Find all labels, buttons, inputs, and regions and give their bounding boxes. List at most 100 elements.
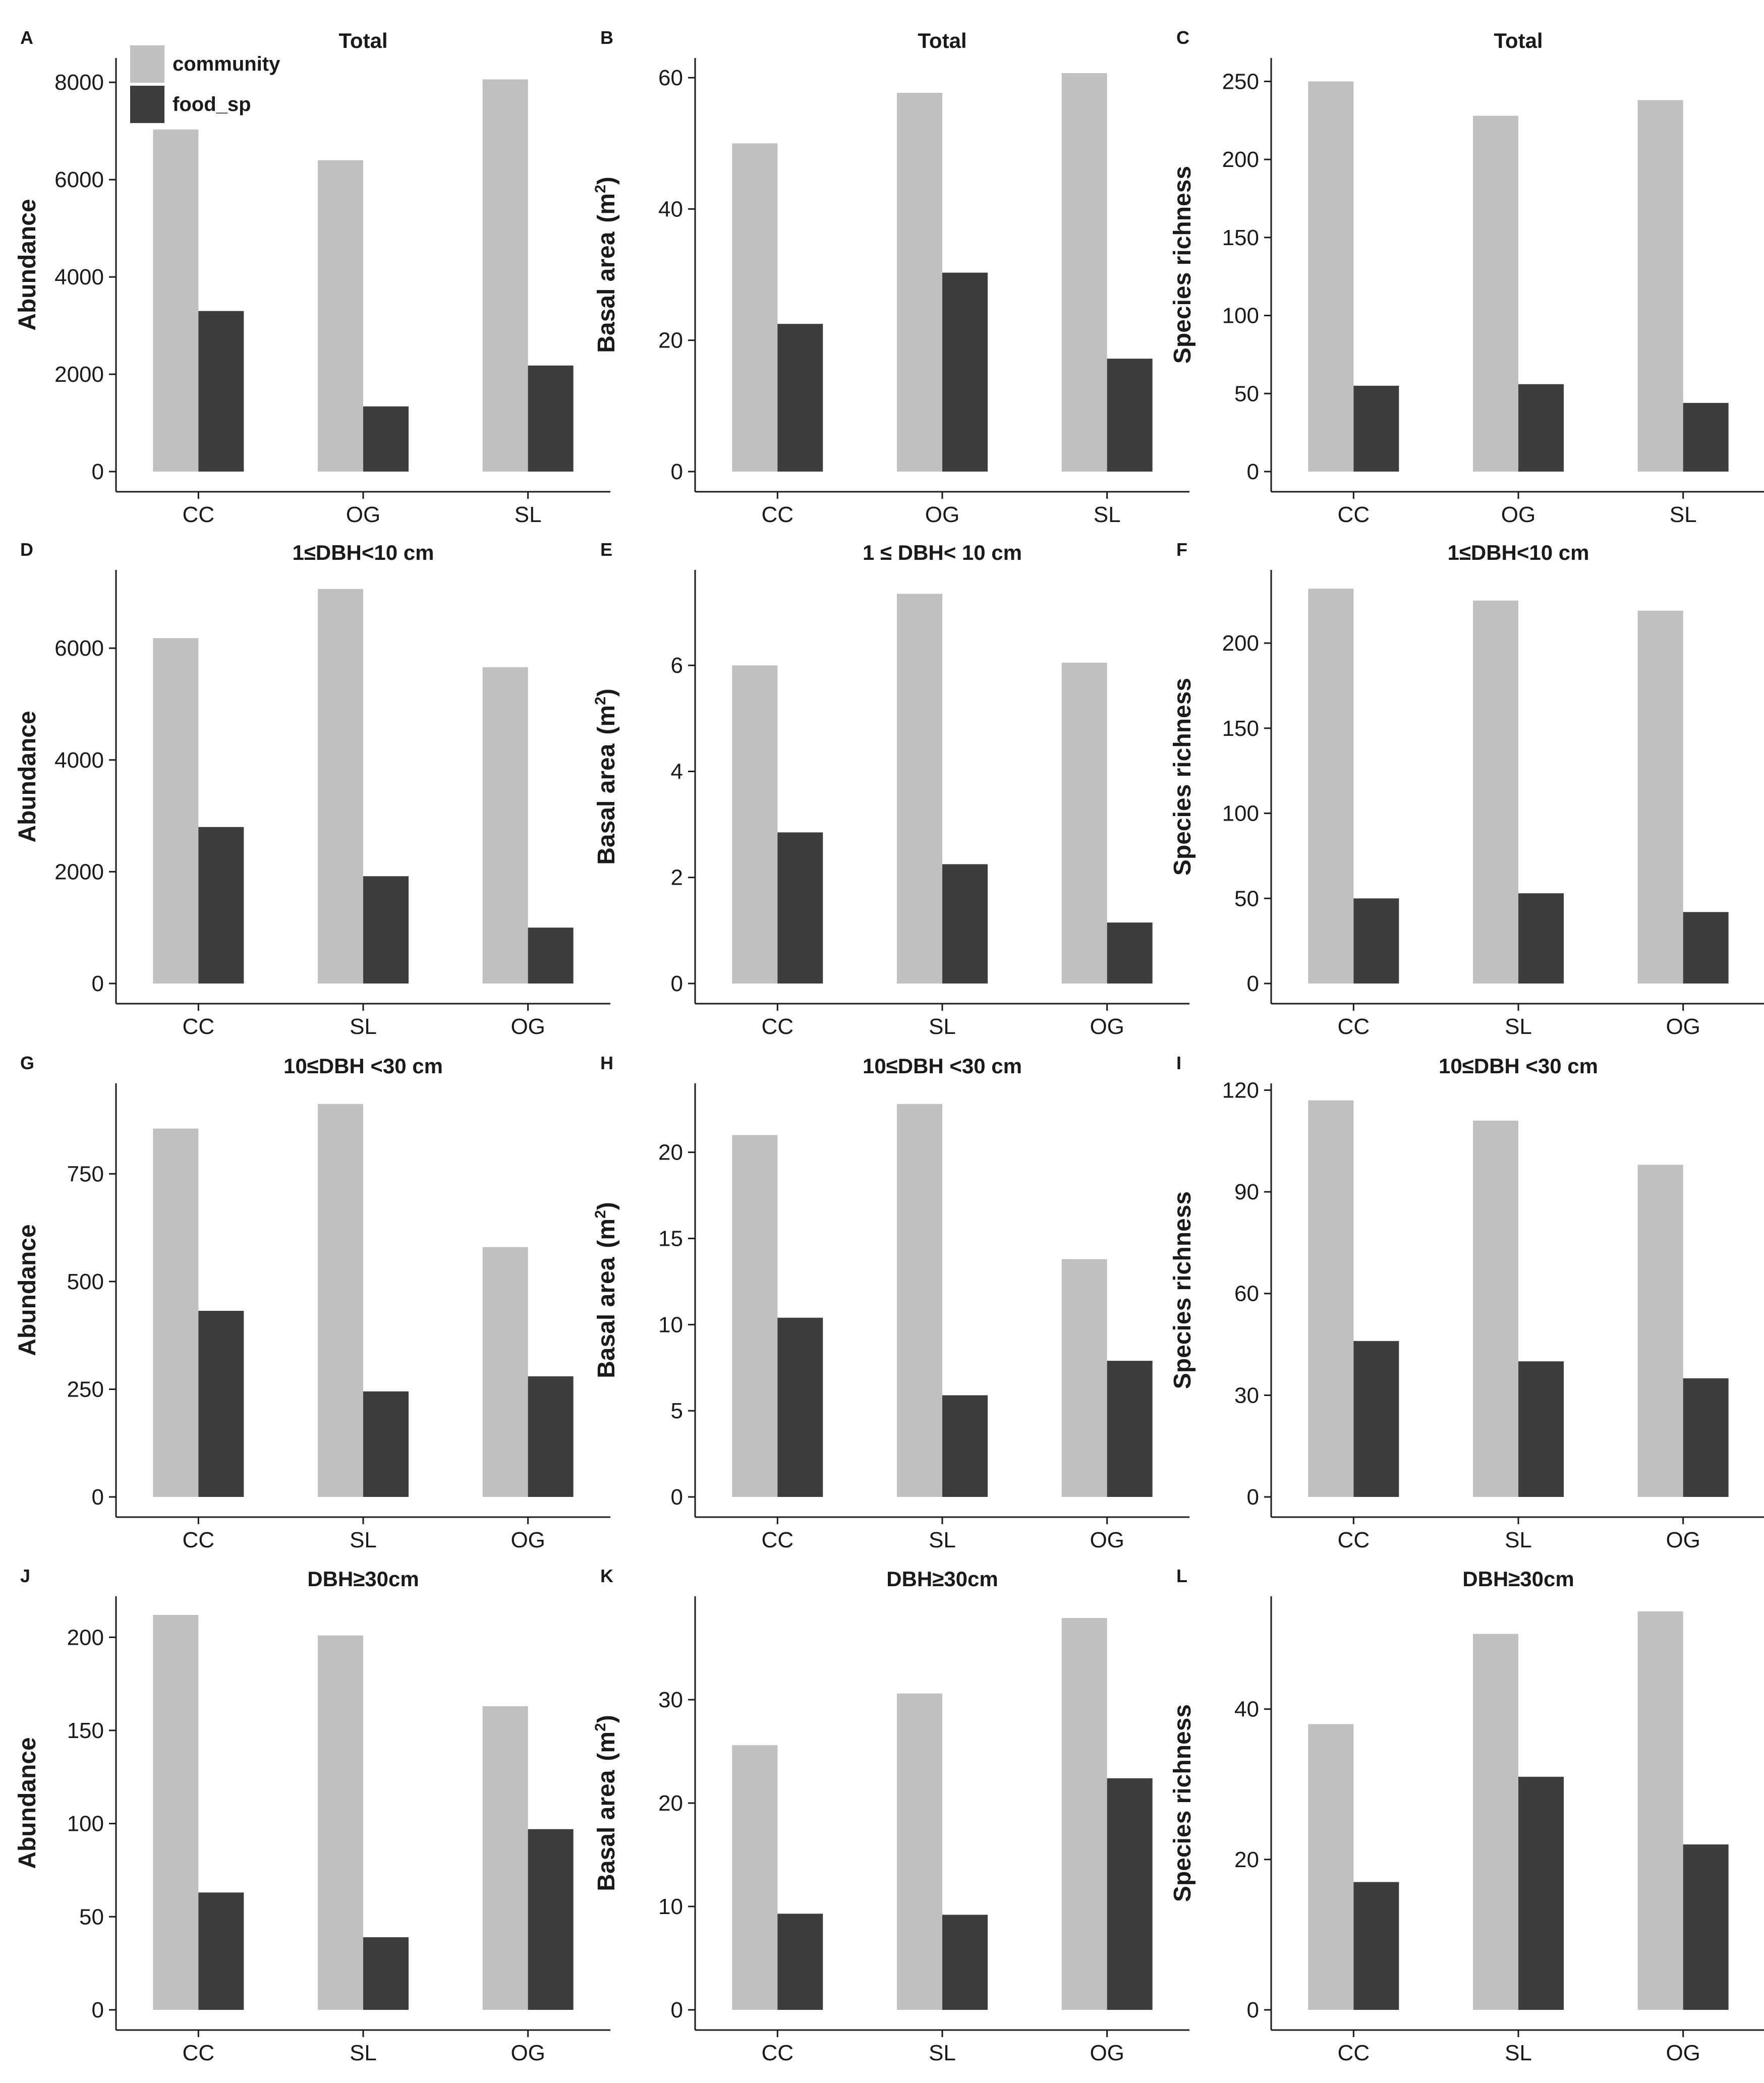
y-tick-label: 120 bbox=[1222, 1078, 1259, 1103]
x-tick-label: OG bbox=[346, 502, 380, 527]
x-tick-label: CC bbox=[183, 1528, 215, 1552]
x-tick-label: OG bbox=[1666, 2041, 1700, 2065]
bar-community-cc bbox=[732, 665, 778, 983]
x-tick-label: SL bbox=[929, 2041, 956, 2065]
y-axis-unit: (m bbox=[593, 193, 620, 223]
bar-food-sp-og bbox=[1518, 384, 1564, 472]
bar-food-sp-og bbox=[1683, 1378, 1729, 1497]
y-tick-label: 0 bbox=[1247, 1485, 1259, 1510]
bar-community-sl bbox=[1473, 1120, 1518, 1497]
x-tick-label: SL bbox=[1505, 1528, 1532, 1552]
y-tick-label: 100 bbox=[1222, 801, 1259, 826]
bar-food-sp-cc bbox=[198, 1311, 244, 1497]
y-tick-label: 40 bbox=[1234, 1697, 1259, 1722]
bar-food-sp-sl bbox=[942, 864, 988, 983]
x-tick-label: CC bbox=[762, 502, 794, 527]
y-tick-label: 10 bbox=[658, 1312, 683, 1337]
bar-community-cc bbox=[1308, 81, 1354, 472]
x-tick-label: CC bbox=[762, 1014, 794, 1039]
y-axis-unit-exponent: 2 bbox=[592, 1210, 609, 1219]
bar-food-sp-og bbox=[528, 928, 574, 983]
x-tick-label: SL bbox=[929, 1014, 956, 1039]
y-axis-label: Abundance bbox=[14, 199, 41, 330]
y-tick-label: 6000 bbox=[54, 167, 104, 192]
y-axis-label-text: Species richness bbox=[1169, 678, 1196, 876]
bar-food-sp-cc bbox=[777, 1914, 823, 2010]
bar-food-sp-cc bbox=[777, 832, 823, 983]
y-tick-label: 20 bbox=[658, 1140, 683, 1165]
x-tick-label: CC bbox=[1338, 1528, 1370, 1552]
x-tick-label: CC bbox=[1338, 502, 1370, 527]
y-tick-label: 500 bbox=[67, 1269, 104, 1294]
legend-swatch-food-sp bbox=[130, 86, 164, 123]
y-axis-label-text: Basal area bbox=[593, 232, 620, 353]
bar-food-sp-cc bbox=[198, 827, 244, 983]
bar-food-sp-og bbox=[1107, 1778, 1153, 2010]
bar-community-og bbox=[1061, 1259, 1107, 1497]
y-tick-label: 150 bbox=[67, 1718, 104, 1743]
panel-title: 10≤DBH <30 cm bbox=[863, 1054, 1022, 1078]
y-tick-label: 0 bbox=[671, 1485, 683, 1510]
y-tick-label: 20 bbox=[658, 328, 683, 353]
y-tick-label: 0 bbox=[1247, 971, 1259, 996]
x-tick-label: SL bbox=[350, 2041, 377, 2065]
bar-community-cc bbox=[153, 1128, 199, 1497]
bar-community-cc bbox=[153, 129, 199, 472]
panel-g: G 10≤DBH <30 cm 0 250 500 750 Abundance CC SL OG bbox=[14, 1053, 610, 1552]
y-tick-label: 4000 bbox=[54, 748, 104, 773]
y-axis-label: Abundance bbox=[14, 1224, 41, 1356]
x-tick-label: SL bbox=[1094, 502, 1121, 527]
x-tick-label: OG bbox=[1090, 1014, 1124, 1039]
bar-food-sp-cc bbox=[777, 324, 823, 472]
y-tick-label: 0 bbox=[92, 971, 104, 996]
bar-food-sp-og bbox=[528, 1376, 574, 1497]
y-tick-label: 150 bbox=[1222, 225, 1259, 250]
y-tick-label: 4 bbox=[671, 759, 683, 784]
panel-letter: H bbox=[600, 1053, 613, 1073]
y-tick-label: 50 bbox=[1234, 886, 1259, 911]
bar-community-sl bbox=[1473, 1634, 1518, 2010]
bar-community-cc bbox=[153, 1614, 199, 2010]
x-tick-label: SL bbox=[350, 1528, 377, 1552]
panel-title: 1≤DBH<10 cm bbox=[1447, 541, 1589, 564]
x-tick-label: CC bbox=[1338, 1014, 1370, 1039]
panel-title: 10≤DBH <30 cm bbox=[283, 1054, 443, 1078]
panel-title: 1≤DBH<10 cm bbox=[292, 541, 434, 564]
bar-community-og bbox=[482, 667, 528, 983]
y-tick-label: 6000 bbox=[54, 636, 104, 661]
bar-community-cc bbox=[1308, 1100, 1354, 1497]
y-tick-label: 0 bbox=[1247, 459, 1259, 484]
bar-community-sl bbox=[318, 1635, 363, 2010]
y-axis-unit: (m bbox=[593, 1219, 620, 1248]
panel-h: H 10≤DBH <30 cm 0 5 10 15 20 Basal area (m2) CC SL… bbox=[592, 1053, 1189, 1552]
y-tick-label: 0 bbox=[671, 1998, 683, 2022]
y-axis-label-text: Basal area bbox=[593, 1770, 620, 1891]
x-tick-label: CC bbox=[1338, 2041, 1370, 2065]
x-tick-label: OG bbox=[1090, 1528, 1124, 1552]
x-tick-label: OG bbox=[1666, 1014, 1700, 1039]
panel-title: DBH≥30cm bbox=[307, 1567, 419, 1591]
y-axis-label: Abundance bbox=[14, 1737, 41, 1869]
bar-food-sp-cc bbox=[777, 1317, 823, 1497]
bar-food-sp-og bbox=[1683, 912, 1729, 983]
bar-food-sp-cc bbox=[1353, 385, 1399, 472]
y-axis-unit-close: ) bbox=[593, 688, 620, 697]
bar-community-og bbox=[1637, 610, 1683, 983]
y-axis-label-text: Abundance bbox=[14, 1224, 41, 1356]
y-axis-label: Species richness bbox=[1169, 166, 1196, 364]
bar-community-sl bbox=[318, 1104, 363, 1497]
panel-letter: D bbox=[20, 539, 33, 560]
panel-letter: A bbox=[20, 27, 33, 48]
x-tick-label: SL bbox=[350, 1014, 377, 1039]
bar-food-sp-og bbox=[1683, 1844, 1729, 2010]
bar-community-sl bbox=[1637, 100, 1683, 472]
y-axis-label: Basal area (m2) bbox=[592, 177, 620, 353]
y-tick-label: 50 bbox=[79, 1904, 104, 1929]
bar-food-sp-sl bbox=[363, 1391, 409, 1497]
bar-food-sp-cc bbox=[1353, 898, 1399, 983]
legend-label-community: community bbox=[173, 53, 280, 75]
bar-food-sp-sl bbox=[1107, 359, 1153, 472]
panel-letter: F bbox=[1176, 539, 1187, 560]
